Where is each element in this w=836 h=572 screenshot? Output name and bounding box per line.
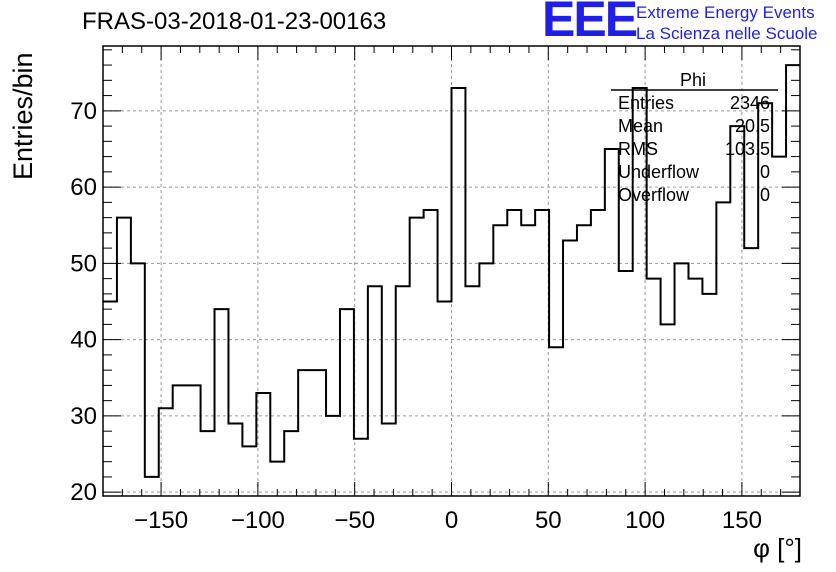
histogram-bin — [479, 263, 493, 496]
histogram-bin — [744, 248, 758, 496]
stats-value: 103.5 — [724, 139, 770, 159]
stats-box-title: Phi — [680, 70, 707, 90]
histogram-bin — [493, 225, 507, 496]
x-tick-label: −100 — [231, 507, 285, 534]
x-tick-label: 50 — [535, 507, 562, 534]
histogram-bin — [256, 393, 270, 496]
x-tick-label: 0 — [445, 507, 458, 534]
histogram-bin — [688, 279, 702, 496]
y-tick-label: 20 — [70, 479, 97, 506]
stats-value: 2346 — [729, 93, 770, 113]
histogram-bin — [242, 446, 256, 496]
histogram-bin — [201, 431, 215, 496]
x-axis-label: φ [°] — [753, 533, 802, 563]
y-tick-label: 50 — [70, 250, 97, 277]
histogram-bin — [563, 240, 577, 496]
histogram-bin — [340, 309, 354, 496]
histogram-bin — [312, 370, 326, 496]
stats-label: Overflow — [618, 185, 690, 205]
stats-label: Mean — [618, 116, 664, 136]
histogram-bin — [228, 424, 242, 496]
y-tick-label: 30 — [70, 403, 97, 430]
histogram-bin — [270, 462, 284, 496]
histogram-bin — [647, 279, 661, 496]
logo-subtitle-2: La Scienza nelle Scuole — [636, 24, 818, 43]
histogram-bin — [577, 225, 591, 496]
histogram-bin — [159, 408, 173, 496]
histogram-bin — [772, 157, 786, 496]
histogram-bin — [396, 286, 410, 496]
x-tick-label: 100 — [625, 507, 665, 534]
histogram-outline — [103, 64, 800, 478]
logo-subtitle-1: Extreme Energy Events — [636, 3, 815, 22]
stats-label: Entries — [618, 93, 675, 113]
eee-logo: EEE — [542, 0, 638, 47]
y-tick-label: 60 — [70, 174, 97, 201]
stats-value: 0 — [759, 185, 770, 205]
y-tick-label: 70 — [70, 98, 97, 125]
x-tick-label: −50 — [334, 507, 375, 534]
histogram-bin — [605, 149, 619, 496]
stats-label: Underflow — [618, 162, 700, 182]
histogram-bin — [716, 202, 730, 496]
histogram-bin — [619, 271, 633, 496]
histogram-bin — [452, 88, 466, 496]
histogram-bin — [424, 210, 438, 496]
y-axis-label: Entries/bin — [8, 52, 38, 180]
histogram-bin — [702, 294, 716, 496]
histogram-bin — [786, 65, 800, 496]
histogram-bin — [215, 309, 229, 496]
plot-frame — [102, 45, 801, 497]
histogram-bin — [438, 302, 452, 496]
histogram-bin — [284, 431, 298, 496]
histogram-bin — [354, 439, 368, 496]
histogram-bin — [382, 424, 396, 496]
x-tick-label: −150 — [134, 507, 188, 534]
histogram-bin — [661, 324, 675, 496]
histogram-bin — [465, 286, 479, 496]
histogram-bin — [173, 385, 187, 496]
histogram-bin — [549, 347, 563, 496]
histogram-bin — [131, 263, 145, 496]
histogram-bin — [368, 286, 382, 496]
histogram-bin — [675, 263, 689, 496]
stats-label: RMS — [618, 139, 658, 159]
histogram-bin — [145, 477, 159, 496]
histogram-bin — [103, 302, 117, 496]
histogram-bin — [730, 126, 744, 496]
y-tick-label: 40 — [70, 327, 97, 354]
histogram-bin — [521, 225, 535, 496]
chart-title: FRAS-03-2018-01-23-00163 — [82, 8, 387, 35]
histogram-bin — [326, 416, 340, 496]
histogram-bin — [187, 385, 201, 496]
histogram-bin — [410, 218, 424, 496]
histogram-bin — [298, 370, 312, 496]
histogram-bin — [591, 210, 605, 496]
stats-value: 20.5 — [734, 116, 770, 136]
histogram-bin — [117, 218, 131, 496]
stats-value: 0 — [759, 162, 770, 182]
x-tick-label: 150 — [722, 507, 762, 534]
histogram-bin — [535, 210, 549, 496]
histogram-bin — [507, 210, 521, 496]
